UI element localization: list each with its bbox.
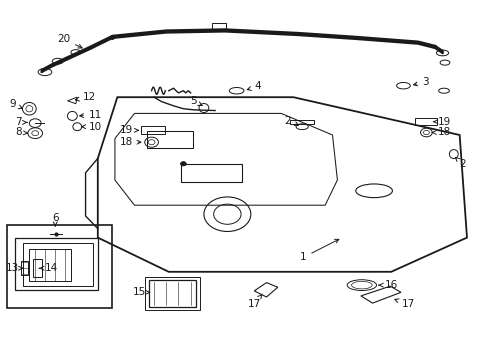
Bar <box>7 225 112 308</box>
Text: 14: 14 <box>39 263 58 273</box>
Text: 15: 15 <box>132 287 149 297</box>
Text: 17: 17 <box>394 299 414 309</box>
Text: 18: 18 <box>431 127 450 138</box>
Text: 7: 7 <box>15 117 27 127</box>
Text: 9: 9 <box>9 99 22 109</box>
Text: 1: 1 <box>299 239 338 262</box>
Bar <box>145 277 199 310</box>
Bar <box>149 280 195 307</box>
Text: 11: 11 <box>80 110 102 120</box>
Text: 4: 4 <box>247 81 261 91</box>
Text: 10: 10 <box>81 122 102 132</box>
Text: 20: 20 <box>57 34 82 48</box>
Text: 19: 19 <box>433 117 450 127</box>
Circle shape <box>180 162 186 166</box>
Text: 2: 2 <box>284 116 298 126</box>
Text: 6: 6 <box>52 213 59 226</box>
Text: 18: 18 <box>119 137 141 147</box>
Bar <box>211 23 226 30</box>
Text: 16: 16 <box>378 280 397 290</box>
Text: 19: 19 <box>119 125 138 135</box>
Text: 5: 5 <box>189 96 202 106</box>
Text: 12: 12 <box>75 92 96 102</box>
Text: 2: 2 <box>455 157 465 169</box>
Bar <box>289 120 314 124</box>
Text: 13: 13 <box>5 263 22 273</box>
Text: 3: 3 <box>413 77 428 87</box>
Text: 8: 8 <box>15 127 28 138</box>
Text: 17: 17 <box>247 294 262 309</box>
